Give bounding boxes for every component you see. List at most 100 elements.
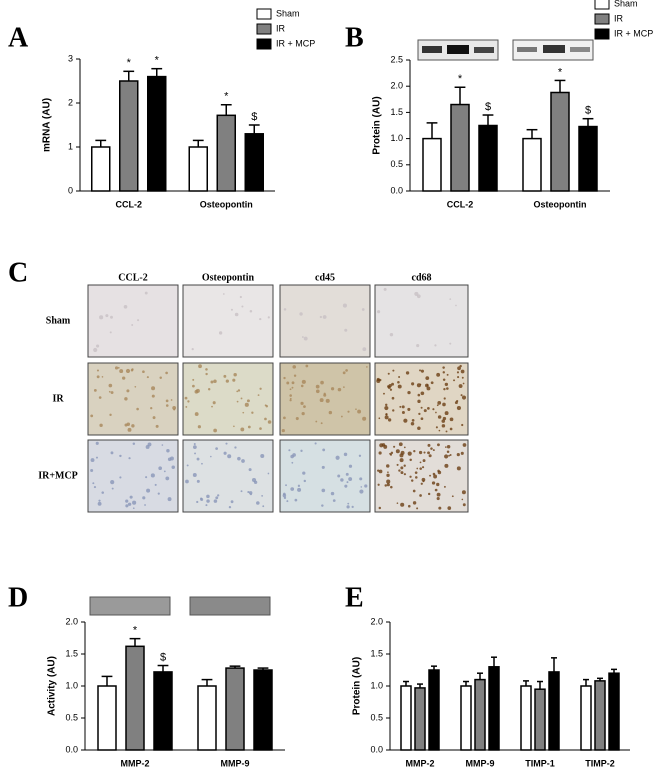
- cell-stain: [438, 506, 442, 510]
- legend-label: IR + MCP: [276, 38, 315, 48]
- cell-stain: [315, 420, 318, 423]
- cell-stain: [99, 315, 104, 320]
- cell-stain: [125, 368, 131, 374]
- cell-stain: [142, 370, 145, 374]
- cell-stain: [419, 494, 422, 497]
- cell-stain: [99, 423, 103, 427]
- cell-stain: [147, 442, 152, 447]
- cell-stain: [242, 411, 245, 414]
- cell-stain: [366, 366, 368, 368]
- cell-stain: [259, 427, 262, 430]
- bar: [594, 680, 606, 751]
- bar: [478, 124, 498, 192]
- cell-stain: [185, 479, 189, 484]
- cell-stain: [414, 291, 419, 296]
- cell-stain: [383, 392, 385, 395]
- cell-stain: [420, 417, 424, 421]
- cell-stain: [456, 453, 460, 457]
- cell-stain: [388, 383, 392, 388]
- cell-stain: [444, 454, 449, 459]
- cell-stain: [436, 372, 441, 377]
- micrograph: [374, 284, 469, 358]
- significance-marker: *: [558, 66, 563, 78]
- cell-stain: [110, 480, 115, 485]
- cell-stain: [132, 507, 135, 510]
- cell-stain: [321, 504, 324, 507]
- x-tick-label: MMP-2: [406, 758, 435, 768]
- cell-stain: [119, 476, 122, 479]
- cell-stain: [161, 444, 164, 446]
- cell-stain: [248, 468, 252, 472]
- y-tick-label: 0.0: [370, 744, 383, 754]
- cell-stain: [405, 371, 410, 375]
- cell-stain: [283, 376, 286, 380]
- cell-stain: [145, 476, 148, 479]
- cell-stain: [364, 484, 368, 488]
- cell-stain: [378, 469, 383, 474]
- cell-stain: [300, 401, 304, 405]
- cell-stain: [134, 385, 137, 388]
- cell-stain: [292, 365, 297, 369]
- cell-stain: [315, 389, 320, 394]
- cell-stain: [418, 412, 421, 416]
- micrograph: [374, 362, 469, 436]
- bar: [197, 685, 217, 751]
- cell-stain: [213, 379, 217, 384]
- cell-stain: [165, 399, 169, 403]
- cell-stain: [286, 381, 290, 385]
- cell-stain: [283, 496, 287, 500]
- cell-stain: [93, 347, 98, 353]
- micrograph: [182, 439, 274, 513]
- significance-marker: $: [585, 105, 591, 117]
- cell-stain: [344, 484, 348, 488]
- significance-marker: *: [458, 73, 463, 85]
- cell-stain: [291, 386, 294, 389]
- cell-stain: [416, 467, 419, 470]
- cell-stain: [217, 494, 220, 497]
- cell-stain: [262, 505, 265, 508]
- y-tick-label: 0.0: [65, 744, 78, 754]
- cell-stain: [330, 491, 335, 496]
- cell-stain: [301, 379, 306, 384]
- cell-stain: [282, 493, 287, 498]
- cell-stain: [205, 372, 208, 376]
- cell-stain: [294, 498, 298, 502]
- cell-stain: [321, 488, 326, 493]
- cell-stain: [445, 430, 448, 433]
- y-tick-label: 0: [68, 185, 73, 195]
- cell-stain: [111, 487, 114, 490]
- cell-stain: [458, 384, 463, 388]
- cell-stain: [237, 389, 241, 392]
- cell-stain: [170, 399, 173, 401]
- bar: [450, 103, 470, 192]
- cell-stain: [447, 506, 452, 510]
- panel-label: C: [8, 257, 28, 288]
- y-tick-label: 1.0: [370, 680, 383, 690]
- cell-stain: [101, 376, 104, 378]
- cell-stain: [300, 449, 303, 452]
- cell-stain: [186, 464, 189, 467]
- cell-stain: [437, 415, 442, 419]
- cell-stain: [247, 425, 251, 429]
- y-axis-title: Activity (AU): [47, 656, 58, 716]
- cell-stain: [357, 409, 362, 414]
- cell-stain: [461, 498, 464, 501]
- cell-stain: [432, 408, 435, 411]
- cell-stain: [397, 384, 402, 389]
- cell-stain: [444, 411, 449, 416]
- cell-stain: [420, 406, 423, 409]
- cell-stain: [223, 374, 227, 378]
- cell-stain: [378, 451, 382, 455]
- micrograph: [87, 284, 179, 358]
- cell-stain: [449, 342, 452, 345]
- column-header: cd68: [412, 272, 432, 283]
- bar: [400, 685, 412, 751]
- cell-stain: [211, 405, 213, 408]
- significance-marker: *: [224, 91, 229, 103]
- cell-stain: [407, 451, 412, 456]
- cell-stain: [391, 382, 394, 386]
- cell-stain: [194, 412, 199, 416]
- bar: [548, 671, 560, 751]
- cell-stain: [337, 387, 342, 392]
- cell-stain: [419, 369, 421, 372]
